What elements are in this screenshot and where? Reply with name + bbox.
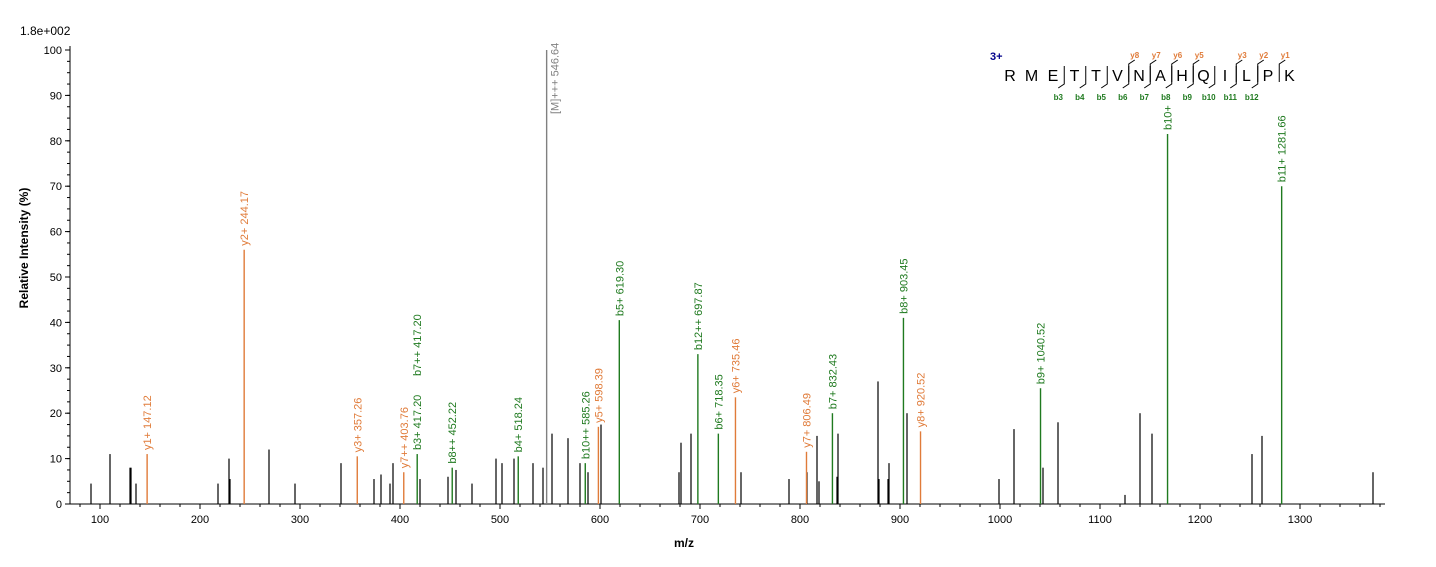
b-ion-bracket (1186, 66, 1194, 89)
sequence-residue: H (1176, 68, 1188, 85)
b-ion-bracket (1122, 66, 1130, 89)
charge-state: 3+ (990, 51, 1003, 63)
x-tick-label: 700 (691, 514, 709, 526)
x-axis-title: m/z (674, 536, 694, 550)
peaks (90, 50, 1374, 504)
sequence-residue: R (1004, 68, 1016, 85)
b-ion-bracket (1251, 66, 1259, 89)
b-ion-label: b9 (1183, 93, 1193, 102)
b-ion-bracket (1229, 66, 1237, 89)
y-axis-title: Relative Intensity (%) (17, 188, 31, 309)
x-tick-label: 500 (491, 514, 509, 526)
peak-label-precursor: [M]+++ 546.64 (550, 43, 562, 114)
sequence-residue: E (1048, 68, 1059, 85)
y-tick-label: 70 (50, 181, 62, 193)
b-ion-label: b12 (1245, 93, 1259, 102)
b-ion-label: b11 (1224, 93, 1238, 102)
peak-label-b: b7++ 417.20 (412, 314, 424, 376)
peak-label-y: y7+ 806.49 (801, 393, 813, 448)
peak-label-y: y6+ 735.46 (730, 339, 742, 394)
peak-label-b: b7+ 832.43 (827, 354, 839, 409)
peak-label-y: y5+ 598.39 (593, 368, 605, 423)
peak-label-b: b12++ 697.87 (693, 282, 705, 350)
peak-label-y: y2+ 244.17 (239, 191, 251, 246)
sequence-residue: I (1223, 68, 1227, 85)
y-tick-label: 50 (50, 272, 62, 284)
b-ion-bracket (1100, 66, 1108, 89)
y-ion-label: y1 (1281, 51, 1290, 60)
b-ion-label: b4 (1075, 93, 1085, 102)
peak-label-b: b10++ 585.26 (580, 391, 592, 459)
y-ion-label: y5 (1195, 51, 1204, 60)
sequence-residue: M (1025, 68, 1038, 85)
y-tick-label: 10 (50, 454, 62, 466)
b-ion-label: b8 (1161, 93, 1171, 102)
y-tick-label: 100 (44, 45, 62, 57)
peak-label-b: b6+ 718.35 (713, 374, 725, 429)
x-tick-label: 1200 (1188, 514, 1212, 526)
sequence-residue: V (1112, 68, 1123, 85)
x-tick-label: 400 (391, 514, 409, 526)
peak-label-y: y8+ 920.52 (916, 373, 928, 428)
y-tick-label: 30 (50, 363, 62, 375)
x-tick-label: 200 (191, 514, 209, 526)
peak-label-y: y1+ 147.12 (142, 395, 154, 450)
peak-label-b: b8++ 452.22 (447, 402, 459, 464)
y-ion-label: y2 (1259, 51, 1268, 60)
y-ion-label: y8 (1130, 51, 1139, 60)
sequence-residue: P (1263, 68, 1274, 85)
axes: 0 10 20 30 40 50 60 70 80 90 100 100 200 300 400 500 600… (44, 45, 1385, 526)
sequence-residue: T (1070, 68, 1080, 85)
x-tick-label: 600 (591, 514, 609, 526)
sequence-residue: N (1133, 68, 1145, 85)
y-tick-label: 20 (50, 408, 62, 420)
sequence-residue: L (1242, 68, 1251, 85)
peak-label-b: b8+ 903.45 (898, 258, 910, 313)
y-ion-label: y7 (1152, 51, 1161, 60)
b-ion-label: b7 (1140, 93, 1150, 102)
x-tick-label: 900 (891, 514, 909, 526)
x-tick-label: 300 (291, 514, 309, 526)
y-ion-label: y6 (1173, 51, 1182, 60)
sequence-residue: A (1155, 68, 1166, 85)
x-tick-label: 100 (91, 514, 109, 526)
y-tick-label: 0 (56, 499, 62, 511)
peak-label-b: b3+ 417.20 (412, 395, 424, 450)
x-tick-label: 1000 (988, 514, 1012, 526)
peak-label-b: b11+ 1281.66 (1277, 115, 1289, 182)
x-tick-label: 800 (791, 514, 809, 526)
b-ion-bracket (1143, 66, 1151, 89)
b-ion-label: b3 (1054, 93, 1064, 102)
sequence-residue: Q (1197, 68, 1209, 85)
peak-label-b: b9+ 1040.52 (1036, 323, 1048, 384)
y-tick-label: 80 (50, 136, 62, 148)
sequence-residue: K (1284, 68, 1295, 85)
peak-label-y: y7++ 403.76 (399, 407, 411, 468)
y-tick-label: 90 (50, 90, 62, 102)
peak-label-b: b4+ 518.24 (513, 397, 525, 452)
peak-label-b: b10+ (1163, 105, 1175, 130)
y-tick-label: 60 (50, 227, 62, 239)
b-ion-bracket (1165, 66, 1173, 89)
b-ion-bracket (1079, 66, 1087, 89)
b-ion-label: b6 (1118, 93, 1128, 102)
intensity-scale-label: 1.8e+002 (20, 24, 71, 38)
b-ion-label: b10 (1202, 93, 1216, 102)
sequence-residue: T (1091, 68, 1101, 85)
peak-label-y: y3+ 357.26 (352, 398, 364, 453)
y-ion-bracket (1278, 59, 1286, 82)
peak-labels: [M]+++ 546.64 y1+ 147.12 y2+ 244.17 y3+ 357… (142, 43, 1289, 468)
b-ion-bracket (1057, 66, 1065, 89)
b-ion-bracket (1208, 66, 1216, 89)
x-tick-label: 1300 (1288, 514, 1312, 526)
y-ion-label: y3 (1238, 51, 1247, 60)
peak-label-b: b5+ 619.30 (614, 261, 626, 316)
x-tick-label: 1100 (1088, 514, 1112, 526)
y-tick-label: 40 (50, 317, 62, 329)
b-ion-label: b5 (1097, 93, 1107, 102)
